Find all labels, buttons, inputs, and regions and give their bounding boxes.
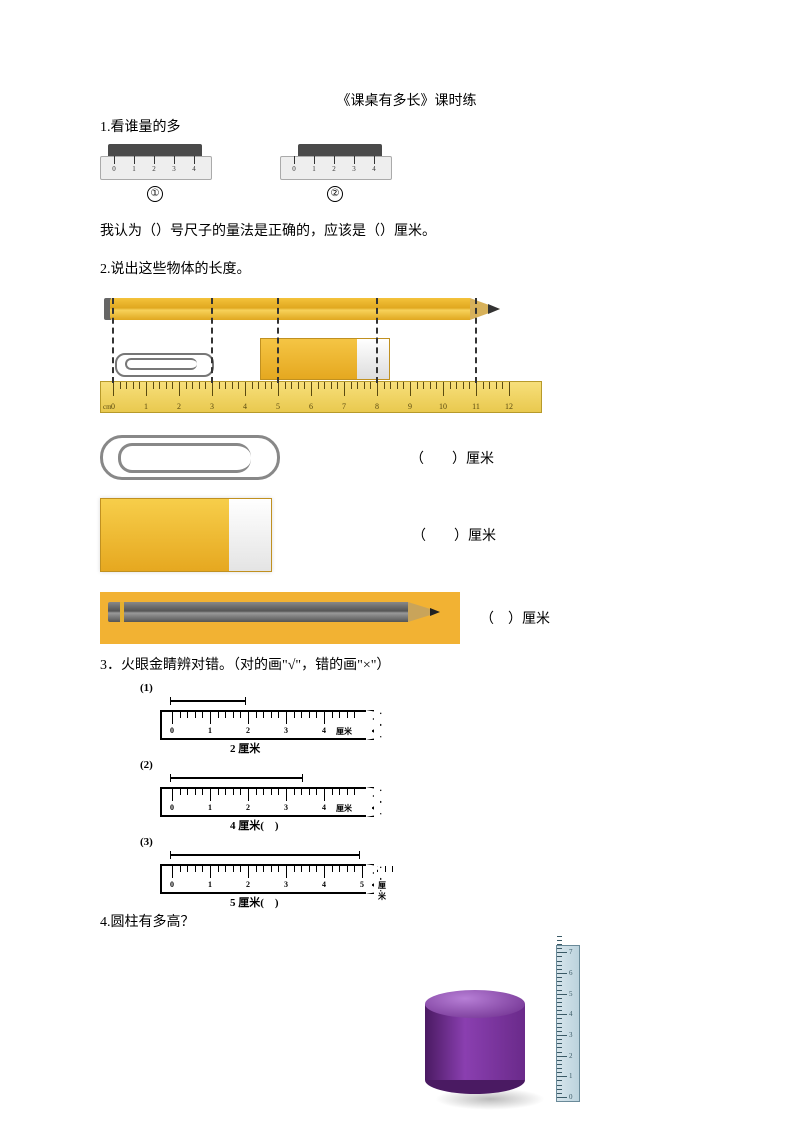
paperclip-icon [100, 435, 280, 480]
q2-item-clip: （ ）厘米 [100, 435, 713, 480]
q1-ruler-1: 01234 ① [100, 142, 210, 202]
pencil-icon [100, 592, 460, 644]
mini-ruler-icon: 01234 [100, 142, 210, 182]
q1-heading: 1.看谁量的多 [100, 116, 713, 136]
q3-answer-label[interactable]: 4 厘米( ) [230, 817, 279, 833]
q1-figures: 01234 ① 01234 ② [100, 142, 713, 202]
q2-item-eraser: （ ）厘米 [100, 498, 713, 572]
q3-subnum: (1) [140, 682, 153, 694]
answer-blank[interactable]: （ ）厘米 [410, 448, 494, 468]
mini-ruler-ticks-1: 01234 [108, 156, 202, 178]
q3-answer-label[interactable]: 2 厘米 [230, 740, 260, 756]
q2-heading: 2.说出这些物体的长度。 [100, 258, 713, 278]
pencil-icon [110, 298, 510, 320]
q3-item: (3)012345厘米5 厘米( ) [140, 834, 713, 905]
q3-item: (2)01234厘米4 厘米( ) [140, 757, 713, 828]
q3-item: (1)01234厘米2 厘米 [140, 680, 713, 751]
mini-ruler-icon: 01234 [280, 142, 390, 182]
answer-blank[interactable]: （ ）厘米 [412, 525, 496, 545]
q1-sentence: 我认为（）号尺子的量法是正确的，应该是（）厘米。 [100, 220, 713, 240]
q3-heading: 3．火眼金睛辨对错。（对的画"√"，错的画"×"） [100, 654, 713, 674]
q3-subnum: (3) [140, 836, 153, 848]
page-title: 《课桌有多长》课时练 [100, 90, 713, 110]
paperclip-icon [115, 353, 214, 377]
ruler-icon: 0123456789101112 cm [100, 381, 542, 413]
q1-label-1: ① [147, 186, 163, 202]
q3-items: (1)01234厘米2 厘米(2)01234厘米4 厘米( )(3)012345… [140, 680, 713, 905]
q1-ruler-2: 01234 ② [280, 142, 390, 202]
q2-item-pencil: （ ）厘米 [100, 592, 713, 644]
answer-blank[interactable]: （ ）厘米 [480, 608, 550, 628]
vertical-ruler-icon: 01234567 [556, 945, 580, 1102]
q2-scene: 0123456789101112 cm [100, 298, 540, 413]
q4-heading: 4.圆柱有多高？ [100, 911, 713, 931]
q3-answer-label[interactable]: 5 厘米( ) [230, 894, 279, 910]
q1-label-2: ② [327, 186, 343, 202]
eraser-icon [260, 338, 390, 380]
ruler-unit: cm [103, 403, 112, 411]
cylinder-icon [425, 990, 525, 1090]
q3-subnum: (2) [140, 759, 153, 771]
eraser-icon [100, 498, 272, 572]
mini-ruler-ticks-2: 01234 [288, 156, 382, 178]
worksheet-page: 《课桌有多长》课时练 1.看谁量的多 01234 ① 01234 ② 我认为（）… [0, 0, 793, 1105]
q4-figure: 01234567 [100, 935, 713, 1105]
